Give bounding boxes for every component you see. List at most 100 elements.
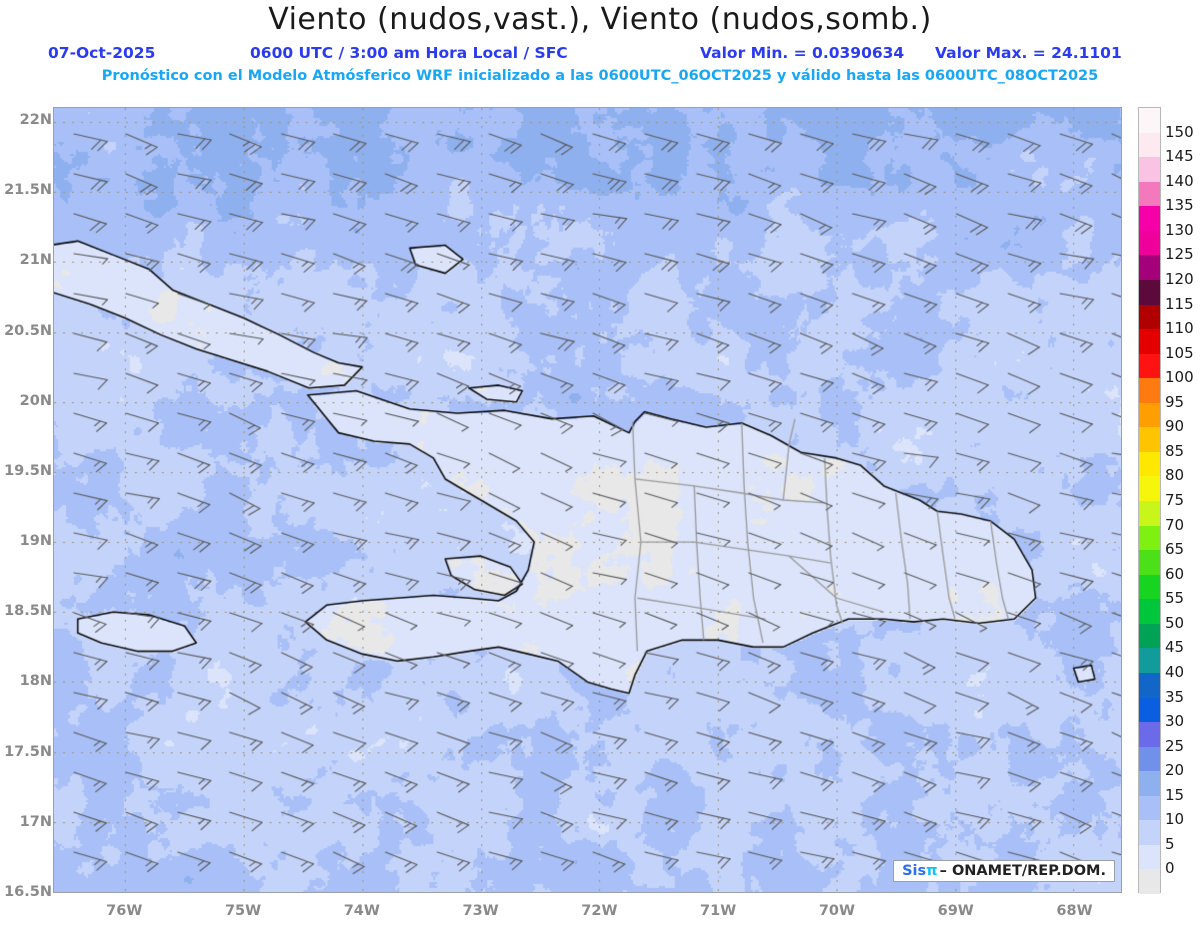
watermark-badge: Sis π – ONAMET/REP.DOM. <box>893 860 1115 882</box>
chart-header: Viento (nudos,vast.), Viento (nudos,somb… <box>0 0 1200 95</box>
colorbar-band <box>1139 353 1160 379</box>
colorbar-band <box>1139 574 1160 600</box>
colorbar-band <box>1139 697 1160 723</box>
colorbar-band <box>1139 378 1160 403</box>
latitude-tick: 16.5N <box>4 884 52 900</box>
colorbar-tick: 20 <box>1165 761 1185 780</box>
colorbar-tick: 120 <box>1165 269 1194 288</box>
forecast-date: 07-Oct-2025 <box>48 44 156 62</box>
wind-speed-heatmap <box>54 108 1121 892</box>
latitude-tick: 17.5N <box>4 743 52 760</box>
latitude-tick: 20N <box>19 392 52 409</box>
colorbar-band <box>1139 771 1160 796</box>
latitude-tick: 19N <box>19 533 52 550</box>
colorbar-tick: 125 <box>1165 245 1194 264</box>
colorbar-tick: 10 <box>1165 810 1185 829</box>
watermark-agency: – ONAMET/REP.DOM. <box>939 863 1106 879</box>
longitude-tick: 71W <box>700 903 737 919</box>
colorbar-band <box>1139 648 1160 673</box>
longitude-tick: 69W <box>937 903 974 919</box>
watermark-pi-icon: π <box>926 863 938 879</box>
colorbar-band <box>1139 476 1160 501</box>
value-min-label: Valor Min. = 0.0390634 <box>700 44 905 62</box>
colorbar-band <box>1139 501 1160 526</box>
colorbar-tick: 85 <box>1165 441 1185 460</box>
map-plot-area[interactable]: Sis π – ONAMET/REP.DOM. <box>53 107 1122 893</box>
colorbar-band <box>1139 722 1160 747</box>
colorbar-tick: 105 <box>1165 343 1194 362</box>
header-subline: 07-Oct-2025 0600 UTC / 3:00 am Hora Loca… <box>0 44 1200 64</box>
colorbar-tick: 65 <box>1165 540 1185 559</box>
latitude-tick: 18N <box>19 673 52 690</box>
colorbar <box>1138 107 1161 894</box>
colorbar-band <box>1139 623 1160 649</box>
colorbar-tick: 135 <box>1165 196 1194 215</box>
colorbar-band <box>1139 525 1160 551</box>
watermark-sis: Sis <box>902 863 927 879</box>
colorbar-tick: 130 <box>1165 220 1194 239</box>
longitude-tick: 70W <box>818 903 856 919</box>
colorbar-tick: 75 <box>1165 491 1185 509</box>
colorbar-band <box>1139 550 1160 575</box>
longitude-tick: 76W <box>106 903 143 919</box>
colorbar-tick: 110 <box>1165 319 1194 338</box>
colorbar-tick: 55 <box>1165 589 1185 608</box>
colorbar-tick: 140 <box>1165 171 1194 190</box>
colorbar-tick: 25 <box>1165 736 1185 755</box>
colorbar-band <box>1139 746 1160 772</box>
latitude-tick: 21.5N <box>4 182 52 199</box>
colorbar-band <box>1139 181 1160 207</box>
colorbar-band <box>1139 869 1160 894</box>
colorbar-band <box>1139 157 1160 182</box>
colorbar-band <box>1139 279 1160 305</box>
longitude-tick: 74W <box>343 903 380 919</box>
colorbar-tick: 30 <box>1165 712 1185 731</box>
colorbar-tick: 70 <box>1165 515 1185 534</box>
colorbar-tick: 115 <box>1165 294 1194 313</box>
colorbar-tick: 150 <box>1165 122 1194 141</box>
colorbar-band <box>1139 329 1160 354</box>
colorbar-band <box>1139 427 1160 452</box>
colorbar-band <box>1139 451 1160 477</box>
colorbar-band <box>1139 820 1160 845</box>
colorbar-tick: 90 <box>1165 417 1185 436</box>
colorbar-band <box>1139 844 1160 870</box>
colorbar-tick: 145 <box>1165 147 1194 166</box>
colorbar-tick: 100 <box>1165 368 1194 387</box>
colorbar-tick: 95 <box>1165 392 1185 411</box>
colorbar-tick: 60 <box>1165 564 1185 583</box>
colorbar-band <box>1139 304 1160 330</box>
longitude-tick: 73W <box>462 903 499 919</box>
colorbar-tick: 0 <box>1165 859 1175 878</box>
colorbar-band <box>1139 672 1160 698</box>
forecast-time: 0600 UTC / 3:00 am Hora Local / SFC <box>250 44 568 62</box>
latitude-tick: 18.5N <box>4 603 52 620</box>
value-max-label: Valor Max. = 24.1101 <box>935 44 1122 62</box>
colorbar-tick: 15 <box>1165 785 1185 804</box>
latitude-tick: 17N <box>19 813 52 830</box>
latitude-tick: 20.5N <box>4 322 52 339</box>
colorbar-band <box>1139 230 1160 256</box>
colorbar-tick: 50 <box>1165 613 1185 632</box>
colorbar-tick: 45 <box>1165 638 1185 657</box>
colorbar-tick: 35 <box>1165 687 1185 706</box>
colorbar-tick-labels: 0 5 10 15 20 25 30 35 40 45 50 55 60 65 70 75 80 85 90 95 10… <box>1165 107 1200 893</box>
colorbar-band <box>1139 255 1160 280</box>
latitude-tick: 21N <box>19 252 52 269</box>
colorbar-band <box>1139 206 1160 231</box>
forecast-description: Pronóstico con el Modelo Atmósferico WRF… <box>101 68 1099 84</box>
latitude-tick: 19.5N <box>4 462 52 479</box>
colorbar-band <box>1139 402 1160 428</box>
latitude-tick: 22N <box>19 112 52 129</box>
colorbar-band <box>1139 108 1160 133</box>
longitude-tick: 75W <box>224 903 262 919</box>
colorbar-band <box>1139 599 1160 624</box>
page-title: Viento (nudos,vast.), Viento (nudos,somb… <box>268 2 932 37</box>
longitude-tick: 72W <box>581 903 618 919</box>
colorbar-band <box>1139 132 1160 158</box>
longitude-tick: 68W <box>1056 903 1093 919</box>
colorbar-tick: 40 <box>1165 662 1185 681</box>
colorbar-band <box>1139 795 1160 821</box>
colorbar-tick: 80 <box>1165 466 1185 485</box>
colorbar-tick: 5 <box>1165 834 1175 853</box>
